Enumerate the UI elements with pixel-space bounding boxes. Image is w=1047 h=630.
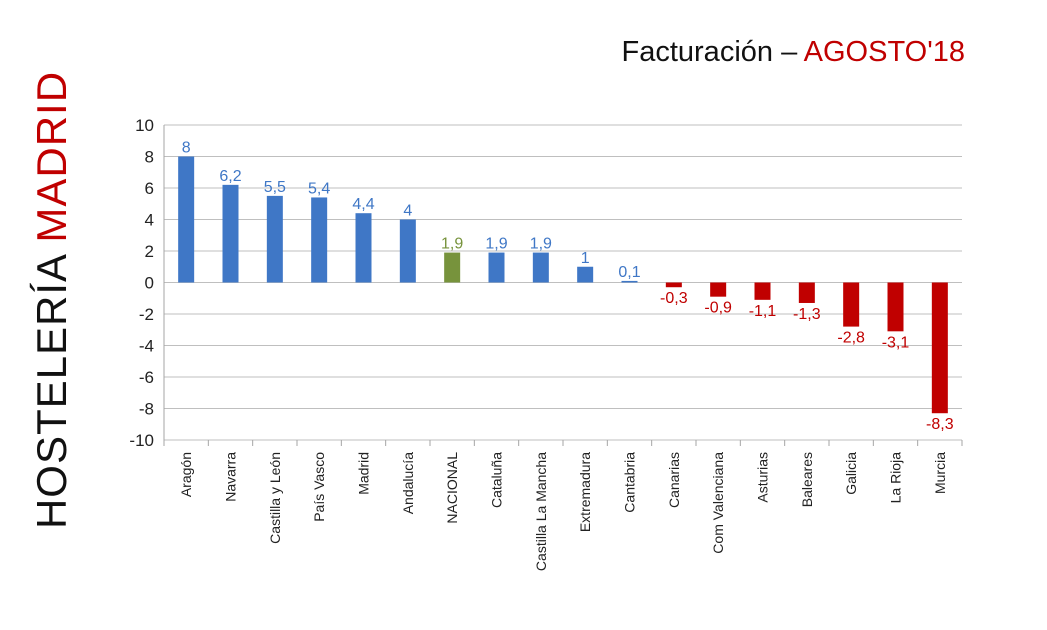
x-tick-label: Cantabria (622, 452, 638, 513)
bar-12 (665, 282, 682, 288)
data-label: -8,3 (926, 416, 954, 433)
x-tick-label: La Rioja (888, 452, 904, 504)
chart-title-accent: AGOSTO'18 (803, 36, 965, 68)
bar-11 (621, 280, 638, 283)
bar-8 (488, 252, 505, 283)
data-label: 1,9 (485, 236, 507, 253)
y-tick-label: -8 (139, 400, 154, 419)
y-tick-label: 8 (145, 148, 154, 167)
x-tick-label: Cataluña (489, 452, 505, 508)
data-label: 5,4 (308, 180, 330, 197)
bar-3 (266, 195, 283, 283)
x-tick-label: Asturias (755, 452, 771, 503)
chart-title-prefix: Facturación – (621, 36, 804, 68)
data-label: 0,1 (618, 264, 640, 281)
bar-9 (532, 252, 549, 283)
bar-5 (355, 213, 372, 283)
data-label: 4 (403, 203, 412, 220)
x-tick-label: País Vasco (311, 452, 327, 522)
bar-10 (577, 266, 594, 283)
bar-6 (399, 219, 416, 283)
x-tick-label: Madrid (356, 452, 372, 495)
x-tick-label: Canarias (666, 452, 682, 508)
x-tick-label: Galicia (843, 452, 859, 495)
bar-18 (931, 282, 948, 414)
x-tick-label: Andalucía (400, 452, 416, 514)
x-tick-label: Aragón (178, 452, 194, 497)
data-label: 1,9 (441, 236, 463, 253)
data-label: 6,2 (219, 168, 241, 185)
x-tick-label: Castilla La Mancha (533, 452, 549, 571)
data-label: -3,1 (882, 334, 910, 351)
data-label: 4,4 (352, 196, 374, 213)
bar-1 (178, 156, 195, 283)
bar-4 (311, 197, 328, 283)
x-tick-label: NACIONAL (444, 452, 460, 524)
x-tick-label: Navarra (223, 452, 239, 502)
x-tick-label: Murcia (932, 452, 948, 494)
y-tick-label: 10 (135, 116, 154, 135)
x-tick-label: Castilla y León (267, 452, 283, 544)
bar-15 (798, 282, 815, 303)
bar-13 (710, 282, 727, 297)
data-label: -0,9 (704, 300, 732, 317)
bar-14 (754, 282, 771, 300)
chart-title: Facturación – AGOSTO'18 (622, 36, 966, 69)
bar-16 (843, 282, 860, 327)
y-tick-label: -6 (139, 368, 154, 387)
y-tick-label: 6 (145, 179, 154, 198)
data-label: 8 (182, 140, 191, 157)
data-label: -2,8 (837, 330, 865, 347)
bar-7 (444, 252, 461, 283)
data-label: 5,5 (264, 179, 286, 196)
y-tick-label: -4 (139, 337, 154, 356)
x-tick-label: Com Valenciana (710, 452, 726, 554)
y-tick-label: 2 (145, 242, 154, 261)
bar-2 (222, 184, 239, 283)
y-tick-label: 0 (145, 274, 154, 293)
data-label: 1 (581, 250, 590, 267)
data-label: -1,3 (793, 306, 821, 323)
data-label: -0,3 (660, 290, 688, 307)
x-tick-label: Baleares (799, 452, 815, 507)
bar-17 (887, 282, 904, 332)
x-tick-label: Extremadura (577, 452, 593, 532)
y-tick-label: -10 (129, 431, 154, 450)
data-label: -1,1 (749, 303, 777, 320)
data-label: 1,9 (530, 236, 552, 253)
y-tick-label: 4 (145, 211, 154, 230)
y-tick-label: -2 (139, 305, 154, 324)
